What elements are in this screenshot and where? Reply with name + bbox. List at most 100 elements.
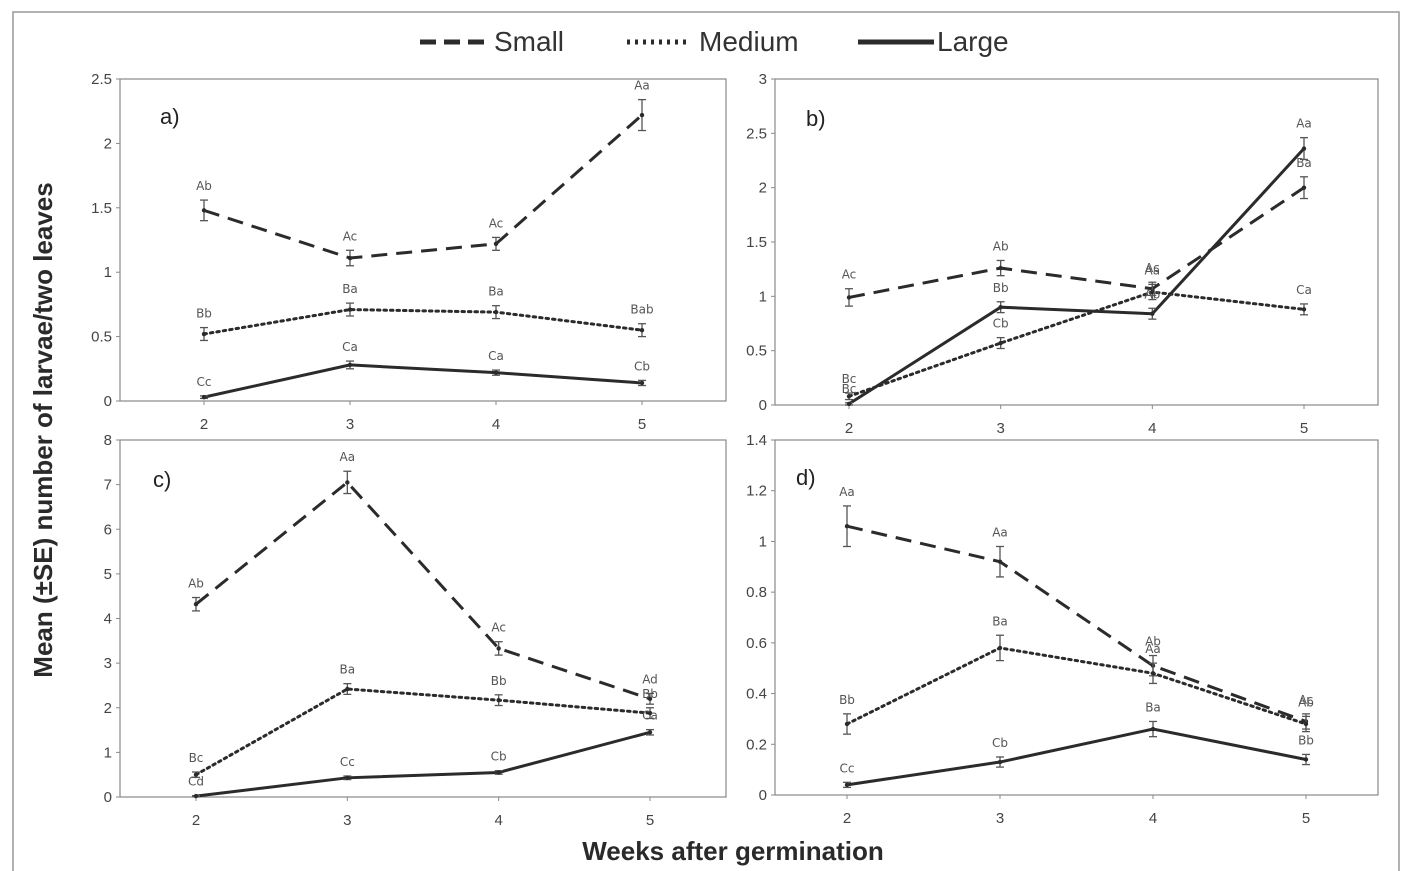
y-tick-label: 0	[104, 789, 112, 806]
y-tick-label: 0.2	[746, 736, 767, 753]
x-tick-label: 4	[1149, 810, 1157, 827]
significance-letter: Aa	[1296, 117, 1312, 131]
data-point-medium	[193, 772, 199, 777]
y-tick-label: 2	[759, 180, 767, 197]
data-point-small	[493, 241, 499, 247]
significance-letter: Ba	[340, 663, 356, 677]
series-line-large	[203, 363, 643, 399]
legend-label-medium: Medium	[699, 26, 799, 57]
y-tick-label: 1	[759, 288, 767, 305]
plot-frame	[119, 78, 727, 402]
significance-letter: Ad	[642, 672, 658, 686]
panel-c: 0 1 2 3 4 5 6 7 8 2 3 4 5 c) Ab Aa Ac Ad Bc Ba Bb Bb Cd Cc Cb Ca	[104, 432, 727, 829]
data-point-large	[844, 782, 850, 788]
y-tick-label: 0.5	[746, 343, 767, 360]
significance-letter: Ca	[488, 349, 504, 363]
y-tick-label: 0	[759, 787, 767, 804]
data-point-medium	[1150, 671, 1156, 676]
data-point-small	[1301, 185, 1307, 190]
series-line-small	[203, 113, 643, 260]
significance-letter: Aa	[839, 485, 855, 499]
significance-letter: Ba	[1145, 700, 1161, 714]
panel-tag: c)	[153, 467, 171, 492]
data-point-small	[201, 208, 207, 213]
x-tick-label: 3	[996, 420, 1004, 437]
data-point-medium	[1301, 307, 1307, 312]
x-tick-label: 5	[1302, 810, 1310, 827]
series-line-medium	[847, 290, 1306, 398]
y-tick-label: 1.5	[746, 234, 767, 251]
data-point-medium	[201, 331, 207, 337]
y-tick-label: 1.2	[746, 483, 767, 500]
y-tick-label: 6	[104, 521, 112, 538]
significance-letter: Bb	[1298, 733, 1314, 747]
data-point-medium	[493, 309, 499, 315]
x-tick-label: 4	[492, 416, 500, 433]
x-tick-label: 3	[343, 812, 351, 829]
data-point-large	[1301, 146, 1307, 151]
significance-letter: Ca	[342, 340, 358, 354]
significance-letter: Ab	[188, 577, 204, 591]
y-tick-label: 2.5	[746, 125, 767, 142]
data-point-medium	[347, 307, 353, 312]
panel-a: 0 0.5 1 1.5 2 2.5 2 3 4 5 a) Ab Ac Ac Aa Bb Ba Ba Bab Cc Ca C…	[91, 71, 727, 433]
y-tick-label: 1	[759, 533, 767, 550]
outer-frame	[12, 11, 1400, 871]
x-tick-label: 5	[1300, 420, 1308, 437]
x-tick-label: 2	[845, 420, 853, 437]
significance-letter: Ac	[491, 621, 506, 635]
significance-letter: Ba	[488, 285, 504, 299]
data-point-large	[345, 775, 350, 781]
significance-letter: Ba	[342, 282, 358, 296]
significance-letter: Aa	[992, 526, 1008, 540]
legend-label-large: Large	[937, 26, 1009, 57]
data-point-small	[844, 524, 850, 529]
series-line-large	[195, 730, 651, 798]
data-point-large	[347, 362, 353, 368]
x-tick-label: 3	[996, 810, 1004, 827]
plot-frame	[119, 439, 727, 798]
data-point-large	[493, 370, 499, 375]
y-tick-label: 1	[104, 744, 112, 761]
data-point-small	[998, 265, 1003, 271]
data-point-large	[998, 305, 1003, 310]
y-tick-label: 0.5	[91, 329, 112, 346]
data-point-small	[193, 602, 199, 607]
significance-letter: Cb	[993, 317, 1009, 331]
x-axis-title: Weeks after germination	[582, 836, 884, 866]
data-point-small	[496, 646, 501, 651]
y-tick-label: 0	[759, 397, 767, 414]
data-point-large	[639, 380, 645, 386]
panel-d: 00.20.40.60.811.21.42 3 4 5d)AaAaAbAcBbBaAa…	[746, 432, 1379, 827]
y-tick-label: 2	[104, 135, 112, 152]
significance-letter: Ab	[1144, 287, 1160, 301]
data-point-large	[193, 793, 199, 799]
significance-letter: Ca	[642, 709, 658, 723]
series-line-small	[195, 480, 651, 701]
significance-letter: Bb	[839, 693, 855, 707]
series-line-medium	[202, 308, 644, 336]
plot-frame	[774, 78, 1379, 406]
significance-letter: Ab	[1145, 635, 1161, 649]
significance-letter: Ac	[842, 268, 857, 282]
significance-letter: Ac	[1299, 693, 1314, 707]
series-line-small	[846, 524, 1307, 723]
data-point-large	[846, 401, 852, 407]
x-tick-label: 3	[346, 416, 354, 433]
y-tick-label: 1.5	[91, 200, 112, 217]
y-tick-label: 7	[104, 477, 112, 494]
y-tick-label: 3	[759, 71, 767, 88]
significance-letter: Cb	[992, 736, 1008, 750]
data-point-large	[647, 730, 653, 735]
y-tick-label: 0.6	[746, 635, 767, 652]
y-tick-label: 2.5	[91, 71, 112, 88]
significance-letter: Bc	[842, 372, 857, 386]
series-line-large	[846, 727, 1307, 787]
data-point-medium	[997, 645, 1003, 651]
data-point-large	[201, 394, 207, 400]
x-tick-label: 5	[638, 416, 646, 433]
x-tick-label: 2	[200, 416, 208, 433]
data-point-small	[846, 295, 852, 300]
significance-letter: Ba	[992, 614, 1008, 628]
